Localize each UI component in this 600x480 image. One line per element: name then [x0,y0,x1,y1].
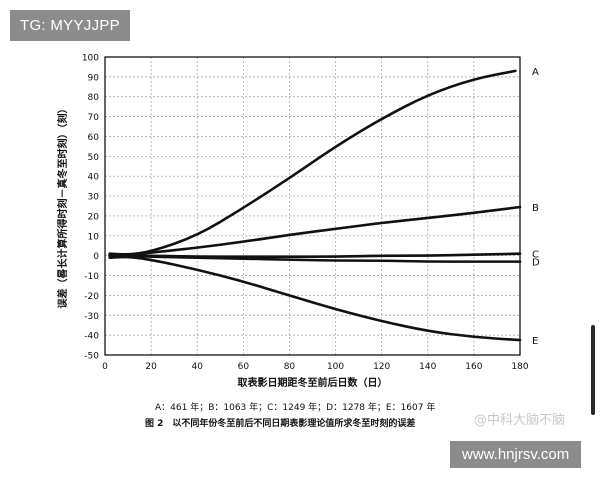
watermark-weibo: @中科大脑不脑 [474,413,566,428]
series-label-D: D [532,258,540,269]
x-tick-label: 80 [284,362,296,372]
plot-frame [104,56,521,356]
x-tick-label: 60 [238,362,250,372]
series-label-B: B [532,203,539,214]
scrollbar[interactable] [591,325,595,415]
x-tick-label: 0 [102,362,108,372]
y-tick-label: 90 [88,73,100,83]
y-tick-label: 0 [93,252,99,262]
series-line-B [108,205,522,257]
figure-caption: 图 2 以不同年份冬至前后不同日期表影理论值所求冬至时刻的误差 [145,417,415,429]
series-label-E: E [532,336,538,347]
x-tick-label: 140 [419,362,436,372]
y-tick-label: -30 [84,312,99,322]
y-tick-label: -40 [84,332,99,342]
series-label-C: C [532,250,539,261]
chart-grid [104,56,521,356]
series-line-E [108,255,522,342]
series-label-A: A [532,67,539,78]
y-axis-label: 误差（晷长计算所得时刻－真冬至时刻）（刻） [56,104,69,309]
x-tick-label: 40 [191,362,203,372]
legend-note: A：461 年；B：1063 年；C：1249 年；D：1278 年；E：160… [155,401,435,413]
series-lines [108,69,522,342]
x-tick-label: 120 [373,362,390,372]
y-tick-label: 30 [88,193,100,203]
y-tick-label: 80 [88,93,100,103]
watermark-bottom: www.hnjrsv.com [450,441,582,468]
series-labels: A B CD E [532,67,540,347]
x-tick-label: 20 [145,362,157,372]
x-tick-label: 100 [327,362,344,372]
y-tick-label: 40 [88,173,100,183]
x-tick-label: 180 [511,362,528,372]
series-line-D [108,254,522,263]
y-tick-label: 60 [88,133,100,143]
y-tick-label: -10 [84,272,99,282]
y-tick-label: 70 [88,113,100,123]
x-axis-label: 取表影日期距冬至前后日数（日） [238,376,388,389]
watermark-top: TG: MYYJJPP [10,10,130,41]
y-tick-label: 100 [82,54,99,64]
series-line-A [108,69,517,256]
y-tick-label: -20 [84,292,99,302]
x-tick-label: 160 [465,362,482,372]
y-tick-label: -50 [84,352,99,362]
y-tick-label: 10 [88,232,100,242]
y-tick-label: 20 [88,212,100,222]
y-tick-label: 50 [88,153,100,163]
